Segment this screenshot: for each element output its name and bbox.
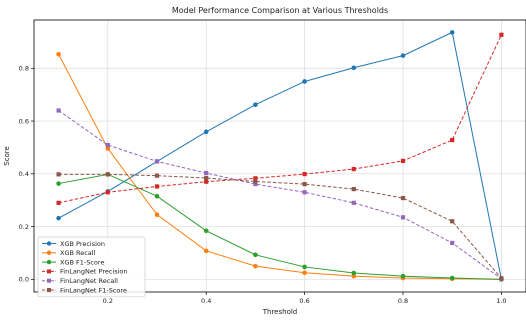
data-point (352, 187, 356, 191)
y-tick-label: 0.6 (19, 117, 29, 125)
data-point (401, 274, 406, 279)
data-point (155, 212, 160, 217)
legend-label: XGB Precision (60, 240, 105, 248)
data-point (303, 172, 307, 176)
series-line (59, 35, 502, 203)
legend-marker (47, 251, 51, 255)
legend-label: FinLangNet Recall (60, 277, 118, 285)
data-point (352, 65, 357, 70)
x-tick-label: 0.8 (398, 297, 408, 305)
data-point (106, 190, 110, 194)
legend-marker (47, 241, 51, 245)
data-point (302, 265, 307, 270)
data-point (352, 167, 356, 171)
data-point (303, 190, 307, 194)
legend-label: XGB Recall (60, 249, 96, 257)
data-point (450, 138, 454, 142)
x-axis-ticks: 0.2 0.4 0.6 0.8 1.0 (103, 292, 507, 305)
data-point (352, 271, 357, 276)
data-point (253, 264, 258, 269)
data-point (302, 270, 307, 275)
data-point (253, 179, 257, 183)
y-tick-label: 0.0 (19, 276, 29, 284)
data-point (155, 194, 160, 199)
data-point (401, 215, 405, 219)
legend-marker (47, 260, 51, 264)
data-point (401, 53, 406, 58)
data-point (57, 108, 61, 112)
x-tick-label: 0.4 (201, 297, 211, 305)
y-tick-label: 0.4 (19, 170, 29, 178)
data-point (401, 159, 405, 163)
data-point (204, 176, 208, 180)
x-tick-label: 1.0 (496, 297, 506, 305)
data-point (253, 102, 258, 107)
data-point (302, 79, 307, 84)
legend-label: XGB F1-Score (60, 258, 104, 266)
data-point (155, 174, 159, 178)
x-tick-label: 0.6 (299, 297, 309, 305)
data-point (204, 228, 209, 233)
data-point (106, 172, 110, 176)
legend-marker (47, 269, 51, 273)
data-point (450, 219, 454, 223)
data-point (56, 216, 61, 221)
data-point (450, 241, 454, 245)
data-point (253, 253, 258, 258)
legend-marker (47, 279, 51, 283)
data-point (155, 184, 159, 188)
y-tick-label: 0.2 (19, 223, 29, 231)
legend-label: FinLangNet Precision (60, 268, 128, 276)
data-point (499, 33, 503, 37)
y-tick-label: 0.8 (19, 65, 29, 73)
data-point (57, 201, 61, 205)
legend-marker (47, 288, 51, 292)
data-point (204, 130, 209, 135)
data-point (56, 52, 61, 57)
data-point (352, 201, 356, 205)
series-finlangnet-precision (57, 33, 504, 205)
data-point (57, 172, 61, 176)
data-point (303, 182, 307, 186)
x-axis-title: Threshold (262, 308, 298, 316)
data-point (401, 196, 405, 200)
data-point (204, 171, 208, 175)
data-point (450, 30, 455, 35)
data-point (56, 181, 61, 186)
data-point (450, 276, 455, 281)
data-point (204, 180, 208, 184)
data-point (499, 276, 503, 280)
y-axis-ticks: 0.0 0.2 0.4 0.6 0.8 (19, 65, 34, 284)
data-point (106, 143, 110, 147)
chart-title: Model Performance Comparison at Various … (172, 6, 388, 15)
legend-label: FinLangNet F1-Score (60, 286, 127, 294)
x-tick-label: 0.2 (103, 297, 113, 305)
y-axis-title: Score (3, 146, 11, 166)
data-point (155, 159, 159, 163)
data-point (204, 249, 209, 254)
